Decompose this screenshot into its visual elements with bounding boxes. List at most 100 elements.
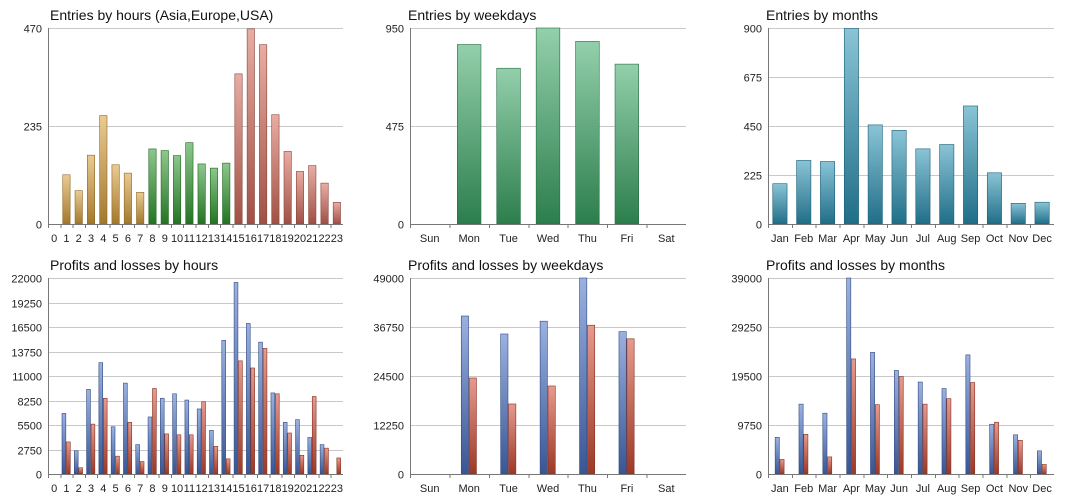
x-tick-label: 8	[149, 483, 155, 495]
chart-pl-hours: Profits and losses by hours0275055008250…	[11, 257, 343, 495]
bar	[891, 130, 907, 225]
x-tick-label: Sat	[658, 483, 675, 495]
bar	[115, 455, 120, 475]
y-tick-label: 2750	[18, 446, 42, 458]
bar	[820, 161, 836, 225]
bar	[103, 397, 108, 475]
bar	[234, 73, 243, 225]
bar	[87, 154, 96, 225]
bar	[915, 148, 931, 225]
y-tick-label: 235	[24, 122, 42, 134]
bar	[319, 444, 325, 475]
x-tick-label: 23	[331, 233, 343, 245]
x-tick-label: Sat	[658, 233, 675, 245]
bar	[496, 67, 521, 225]
bar	[176, 434, 182, 475]
bar	[66, 441, 71, 475]
bar	[152, 388, 157, 475]
x-tick-label: 15	[232, 233, 244, 245]
bar	[164, 433, 169, 475]
x-tick-label: Nov	[1008, 233, 1028, 245]
bar	[772, 183, 788, 225]
x-tick-label: Feb	[794, 483, 813, 495]
y-tick-label: 19250	[11, 299, 42, 311]
x-tick-label: Oct	[986, 483, 1003, 495]
y-tick-label: 36750	[373, 323, 404, 335]
x-tick-label: 10	[171, 483, 183, 495]
x-tick-label: 15	[232, 483, 244, 495]
bar	[90, 423, 96, 475]
bar	[963, 105, 979, 225]
y-tick-label: 8250	[18, 397, 42, 409]
x-tick-label: Sep	[961, 483, 981, 495]
x-tick-label: Oct	[986, 233, 1003, 245]
bar	[547, 385, 556, 475]
bar	[1037, 450, 1042, 475]
y-tick-label: 225	[744, 171, 762, 183]
bar	[898, 376, 904, 475]
bar	[1017, 440, 1023, 475]
x-tick-label: Aug	[937, 483, 957, 495]
bar	[271, 114, 280, 225]
y-tick-label: 675	[744, 73, 762, 85]
bar	[86, 389, 91, 475]
bar	[922, 403, 928, 475]
bar	[147, 416, 153, 475]
x-tick-label: 5	[113, 233, 119, 245]
y-tick-label: 19500	[731, 372, 762, 384]
bar	[123, 382, 128, 475]
bar	[508, 403, 517, 475]
x-tick-label: Apr	[843, 233, 860, 245]
bar	[221, 340, 226, 475]
bar	[618, 331, 627, 475]
x-tick-label: 14	[220, 233, 232, 245]
bar	[311, 396, 317, 475]
chart-entries-months: Entries by months 0 225 450 675 900 Jan Feb Mar A…	[744, 7, 1054, 245]
bar	[262, 348, 268, 475]
bar	[295, 171, 304, 225]
bar	[201, 401, 206, 475]
bar	[917, 381, 923, 475]
bar	[62, 174, 71, 225]
chart-title: Profits and losses by weekdays	[408, 257, 603, 273]
x-tick-label: 6	[125, 483, 131, 495]
bar	[225, 458, 231, 475]
bar	[965, 354, 971, 475]
x-tick-label: Jul	[916, 483, 930, 495]
bar	[535, 27, 561, 225]
bar	[275, 393, 280, 475]
bar	[1041, 464, 1047, 475]
bar	[213, 446, 219, 475]
bar	[986, 172, 1002, 225]
y-tick-label: 0	[756, 220, 762, 232]
bar	[774, 437, 780, 475]
x-tick-label: Aug	[937, 233, 957, 245]
bar	[579, 277, 588, 475]
bar	[282, 422, 288, 475]
bar	[468, 377, 477, 475]
bar	[209, 167, 218, 225]
bar	[233, 282, 239, 475]
chart-title: Entries by hours (Asia,Europe,USA)	[50, 7, 273, 23]
bar	[184, 399, 190, 475]
x-tick-label: 3	[88, 233, 94, 245]
x-tick-label: 18	[269, 483, 281, 495]
x-tick-label: Nov	[1008, 483, 1028, 495]
bar	[500, 333, 509, 475]
y-tick-label: 22000	[11, 274, 42, 286]
x-tick-label: Dec	[1032, 483, 1052, 495]
bar	[136, 192, 145, 225]
bar	[575, 41, 600, 225]
x-tick-label: 19	[282, 483, 294, 495]
bar	[196, 408, 202, 475]
bar	[111, 164, 120, 225]
x-tick-label: 0	[51, 233, 57, 245]
bar	[139, 461, 145, 475]
x-tick-label: May	[865, 483, 886, 495]
x-tick-label: Jan	[771, 483, 789, 495]
x-tick-label: 16	[245, 233, 257, 245]
bar	[123, 172, 132, 225]
bar	[779, 459, 785, 475]
x-tick-label: Sun	[420, 483, 440, 495]
x-tick-label: Apr	[843, 483, 860, 495]
